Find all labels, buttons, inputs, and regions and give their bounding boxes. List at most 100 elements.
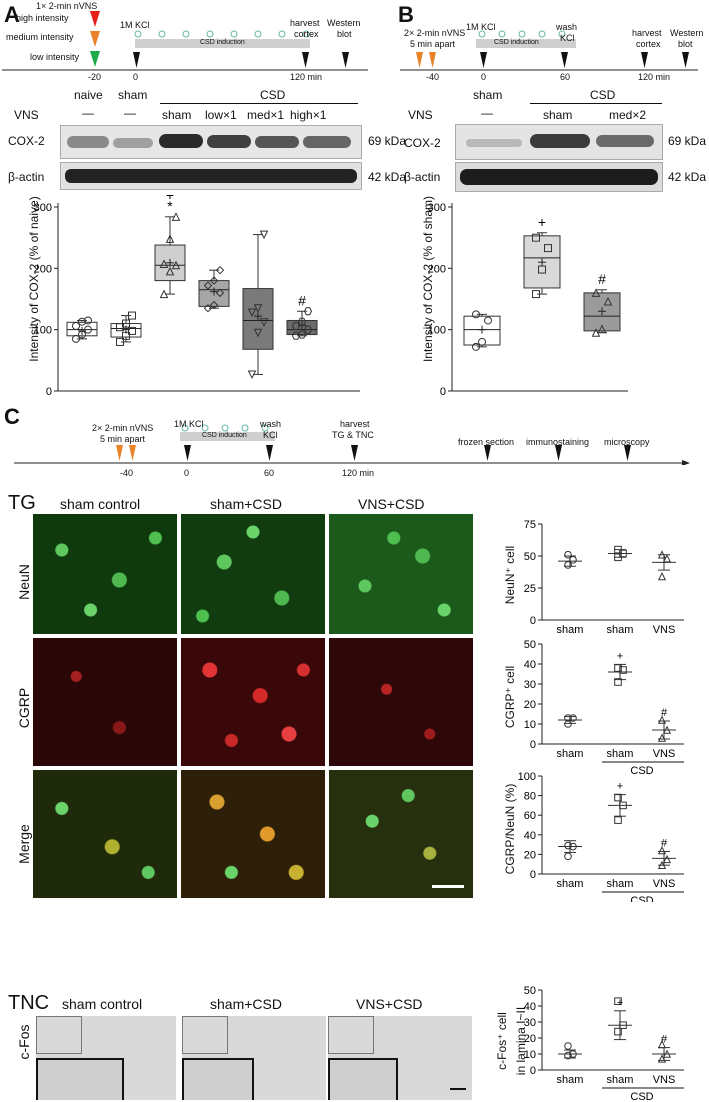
harvest-arrow [302,52,309,68]
data-point [614,553,622,562]
csd-group-label: CSD [630,1091,653,1102]
a-lane-sham: sham [118,88,148,102]
data-point [564,720,572,728]
a-blot-cox2-kda: 69 kDa [368,134,407,148]
b-csd-underline [530,103,662,104]
b-tick-60: 60 [560,72,571,82]
b-western-l2: blot [678,39,693,49]
b-blot-actin-label: β-actin [404,170,441,184]
data-point [159,259,169,269]
tnc-region-label: TNC [8,992,50,1014]
x-group-label: sham [557,624,584,636]
b-group-med2: med×2 [609,108,647,122]
a-tick-m20: -20 [88,72,102,82]
significance-mark: * [167,198,173,214]
x-group-label: sham [557,1074,584,1086]
data-point [165,266,175,276]
data-point [484,316,492,325]
data-point [291,321,301,330]
b-stim-l2: 5 min apart [410,39,456,49]
data-point [619,1021,627,1030]
tg-merge-sham [33,770,177,898]
data-point [259,230,269,240]
significance-mark: # [298,292,306,308]
y-tick-label: 60 [524,810,536,822]
medium-intensity-arrow [90,31,100,47]
data-point [532,290,540,299]
data-point [662,554,672,563]
data-point [564,852,572,861]
data-point [209,300,219,310]
data-point [619,549,627,558]
significance-mark: # [598,271,606,287]
c3-ylabel: CGRP/NeuN (%) [503,783,517,875]
tg-row-cgrp: CGRP [16,687,32,729]
tg-col-3: VNS+CSD [358,496,425,512]
data-point [614,678,622,686]
y-tick-label: 50 [524,639,536,651]
y-tick-label: 50 [524,551,536,563]
a-vns-label: VNS [14,108,39,122]
y-tick-label: 80 [524,791,536,803]
tg-cgrp-vns [329,638,473,766]
data-point [657,860,667,869]
tg-merge-csd [181,770,325,898]
c-kcl: 1M KCl [174,419,204,429]
tnc-vns [328,1016,472,1100]
c-stim-l2: 5 min apart [100,434,146,444]
data-point [569,714,577,722]
x-group-label: VNS [653,624,676,636]
data-point [564,561,572,569]
panel-c-timeline [14,424,690,465]
chart-c-neun: 0255075shamshamVNSCSD [524,519,684,636]
y-tick-label: 100 [428,325,446,337]
b-blot-cox2-label: COX-2 [404,136,441,150]
a-dash-2: — [124,106,136,120]
y-tick-label: 40 [524,1001,536,1013]
data-point [72,334,80,343]
data-point [603,296,613,306]
data-point [564,841,572,850]
data-point [159,289,169,299]
x-group-label: VNS [653,748,676,760]
data-point [569,556,577,564]
c-tick-60: 60 [264,468,275,478]
y-tick-label: 40 [524,659,536,671]
a-group-med: med×1 [247,108,285,122]
y-tick-label: 0 [46,386,52,395]
significance-mark: + [617,650,623,662]
y-tick-label: 0 [440,386,446,395]
c-tick-0: 0 [184,468,190,478]
tg-merge-vns [329,770,473,898]
b-tick-120: 120 min [638,72,671,82]
data-point [657,572,667,581]
y-tick-label: 20 [524,849,536,861]
data-point [297,317,307,326]
low-intensity-arrow [90,51,100,67]
b-tick-m40: -40 [426,72,440,82]
tg-neun-sham [33,514,177,634]
data-point [472,342,480,351]
tnc-csd [182,1016,326,1100]
tg-col-1: sham control [60,496,141,512]
data-point [215,265,225,275]
tg-region-label: TG [8,492,36,514]
y-tick-label: 30 [524,1017,536,1029]
y-tick-label: 25 [524,583,536,595]
a-western-l1: Western [327,18,361,28]
c-immuno: immunostaining [526,437,590,447]
data-point [209,276,219,285]
x-group-label: VNS [653,1074,676,1086]
b-tick-0: 0 [481,72,487,82]
tg-cgrp-csd [181,638,325,766]
a-group-low: low×1 [205,108,237,122]
tg-cgrp-sham [33,638,177,766]
c4-ylabel-l2: in lamina I~II [514,1006,528,1076]
y-tick-label: 20 [524,1033,536,1045]
a-blot-actin [60,162,362,190]
chart-a-cox2: 0 100 200 300 +* # [34,195,360,395]
significance-mark: # [661,837,668,849]
data-point [538,265,546,274]
y-tick-label: 0 [530,869,536,881]
